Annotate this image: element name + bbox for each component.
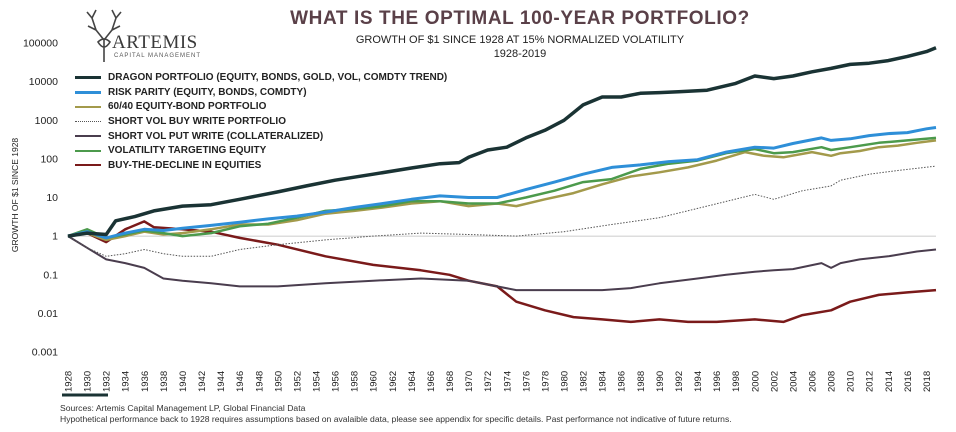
x-tick-label: 2010: [846, 371, 857, 392]
x-tick-label: 2018: [922, 371, 933, 392]
y-tick-label: 0.001: [32, 347, 58, 359]
y-tick-label: 1000: [35, 115, 59, 127]
legend-label: BUY-THE-DECLINE IN EQUITIES: [108, 159, 262, 171]
x-tick-label: 1984: [598, 371, 609, 392]
legend-swatch: [75, 105, 101, 108]
x-tick-label: 1966: [426, 371, 437, 392]
x-tick-label: 1980: [560, 371, 571, 392]
chart-subtitle: GROWTH OF $1 SINCE 1928 AT 15% NORMALIZE…: [240, 33, 800, 61]
y-tick-label: 0.01: [38, 308, 59, 320]
x-tick-label: 2014: [884, 371, 895, 392]
y-tick-label: 10: [46, 192, 58, 204]
x-tick-label: 1996: [712, 371, 723, 392]
y-axis-title: GROWTH OF $1 SINCE 1928: [10, 137, 20, 253]
legend-swatch: [75, 90, 101, 94]
x-tick-label: 1976: [521, 371, 532, 392]
subtitle-line-2: 1928-2019: [493, 48, 547, 60]
x-tick-label: 2004: [788, 371, 799, 392]
y-tick-label: 100: [40, 153, 58, 165]
x-tick-label: 1982: [579, 371, 590, 392]
legend-label: SHORT VOL BUY WRITE PORTFOLIO: [108, 115, 286, 127]
source-line-1: Sources: Artemis Capital Management LP, …: [60, 403, 306, 413]
x-tick-label: 1948: [254, 371, 265, 392]
legend-item: BUY-THE-DECLINE IN EQUITIES: [75, 158, 447, 173]
legend-item: DRAGON PORTFOLIO (EQUITY, BONDS, GOLD, V…: [75, 70, 447, 85]
legend-item: 60/40 EQUITY-BOND PORTFOLIO: [75, 99, 447, 114]
x-tick-label: 1968: [445, 371, 456, 392]
series-line: [67, 46, 937, 238]
legend-label: VOLATILITY TARGETING EQUITY: [108, 145, 267, 157]
y-tick-label: 0.1: [43, 269, 58, 281]
x-tick-label: 1970: [464, 371, 475, 392]
series-line: [67, 126, 937, 240]
x-tick-label: 1928: [64, 371, 75, 392]
x-tick-label: 1994: [693, 371, 704, 392]
x-tick-label: 2002: [769, 371, 780, 392]
x-tick-label: 1950: [273, 371, 284, 392]
x-tick-label: 2006: [808, 371, 819, 392]
x-tick-label: 1962: [388, 371, 399, 392]
source-note: Sources: Artemis Capital Management LP, …: [60, 403, 732, 425]
legend-swatch: [75, 120, 101, 122]
x-tick-label: 1944: [216, 371, 227, 392]
y-tick-label: 100000: [23, 38, 58, 50]
chart-legend: DRAGON PORTFOLIO (EQUITY, BONDS, GOLD, V…: [75, 70, 447, 173]
x-tick-label: 1930: [83, 371, 94, 392]
series-line: [67, 220, 937, 324]
x-tick-label: 1958: [350, 371, 361, 392]
x-tick-label: 1988: [636, 371, 647, 392]
x-tick-label: 1992: [674, 371, 685, 392]
y-tick-label: 10000: [29, 76, 58, 88]
x-tick-label: 1940: [178, 371, 189, 392]
legend-label: 60/40 EQUITY-BOND PORTFOLIO: [108, 101, 267, 113]
legend-item: SHORT VOL PUT WRITE (COLLATERALIZED): [75, 129, 447, 144]
series-line: [67, 136, 937, 240]
series-line: [67, 139, 937, 242]
x-tick-label: 1986: [617, 371, 628, 392]
x-tick-label: 1946: [235, 371, 246, 392]
legend-swatch: [75, 75, 101, 79]
legend-label: SHORT VOL PUT WRITE (COLLATERALIZED): [108, 130, 324, 142]
legend-item: SHORT VOL BUY WRITE PORTFOLIO: [75, 114, 447, 129]
x-tick-label: 1936: [140, 371, 151, 392]
legend-item: RISK PARITY (EQUITY, BONDS, COMDTY): [75, 85, 447, 100]
x-tick-label: 2012: [865, 371, 876, 392]
legend-label: DRAGON PORTFOLIO (EQUITY, BONDS, GOLD, V…: [108, 71, 448, 83]
x-tick-label: 2008: [827, 371, 838, 392]
brand-name: ARTEMIS: [112, 32, 198, 53]
x-tick-label: 2016: [903, 371, 914, 392]
stag-icon: [86, 9, 122, 62]
series-line: [67, 235, 937, 292]
x-tick-label: 1974: [502, 371, 513, 392]
x-tick-label: 1956: [331, 371, 342, 392]
legend-swatch: [75, 164, 101, 167]
legend-item: VOLATILITY TARGETING EQUITY: [75, 143, 447, 158]
series-line: [67, 165, 937, 257]
x-tick-label: 1972: [483, 371, 494, 392]
x-tick-label: 1954: [312, 371, 323, 392]
chart-title: WHAT IS THE OPTIMAL 100-YEAR PORTFOLIO?: [290, 8, 750, 29]
x-tick-label: 1960: [369, 371, 380, 392]
brand-subtitle: CAPITAL MANAGEMENT: [114, 53, 202, 59]
x-tick-label: 1978: [540, 371, 551, 392]
artemis-logo: ARTEMIS CAPITAL MANAGEMENT: [84, 6, 214, 64]
x-tick-label: 1998: [731, 371, 742, 392]
legend-swatch: [75, 149, 101, 152]
x-tick-label: 1952: [292, 371, 303, 392]
legend-label: RISK PARITY (EQUITY, BONDS, COMDTY): [108, 86, 307, 98]
x-tick-label: 1942: [197, 371, 208, 392]
x-tick-label: 2000: [750, 371, 761, 392]
y-tick-label: 1: [52, 231, 58, 243]
legend-swatch: [75, 135, 101, 138]
x-tick-label: 1934: [121, 371, 132, 392]
x-tick-label: 1932: [102, 371, 113, 392]
source-line-2: Hypothetical performance back to 1928 re…: [60, 414, 732, 424]
subtitle-line-1: GROWTH OF $1 SINCE 1928 AT 15% NORMALIZE…: [355, 34, 685, 46]
x-tick-label: 1964: [407, 371, 418, 392]
x-tick-label: 1990: [655, 371, 666, 392]
x-tick-label: 1938: [159, 371, 170, 392]
